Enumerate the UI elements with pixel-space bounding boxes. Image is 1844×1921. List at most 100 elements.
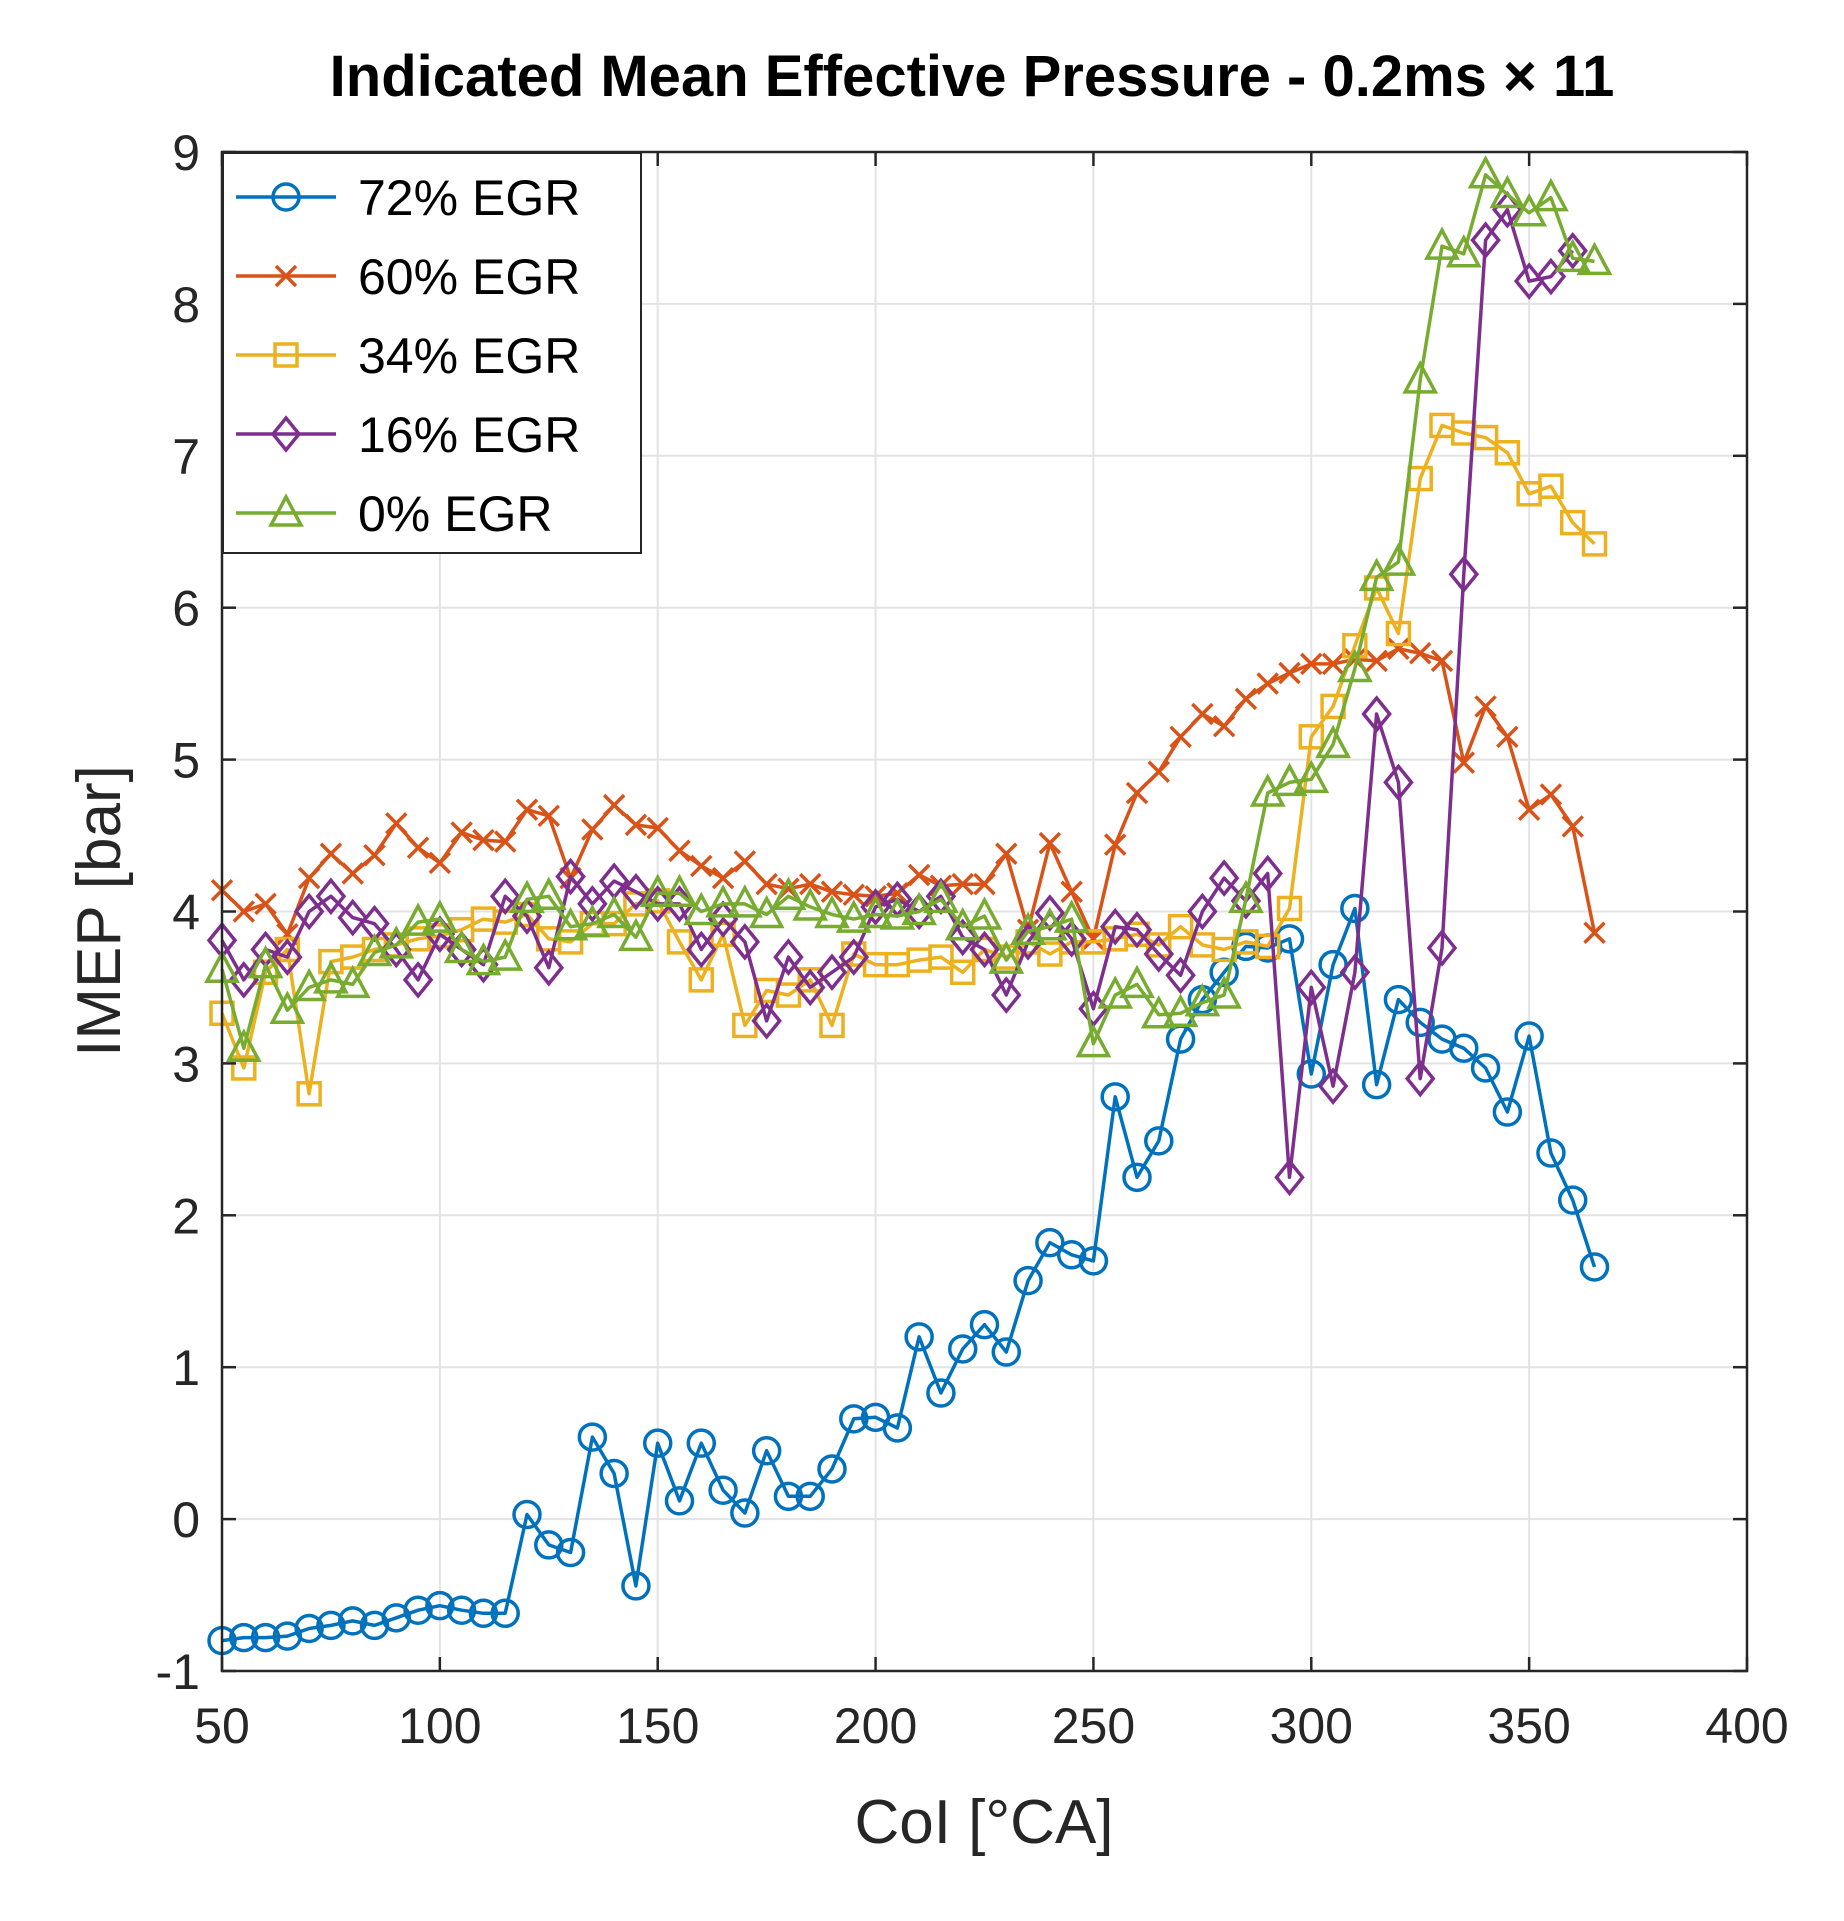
data-point [512, 1499, 542, 1530]
data-point [1383, 984, 1414, 1015]
data-point [341, 862, 364, 885]
data-point [1169, 725, 1192, 749]
data-point [1274, 1158, 1305, 1197]
data-point [1489, 174, 1526, 209]
data-point [1140, 995, 1177, 1029]
data-point [1576, 241, 1613, 276]
data-point [1228, 879, 1264, 914]
data-point [642, 1428, 673, 1458]
data-point [904, 1322, 934, 1352]
data-point [923, 879, 959, 914]
data-point [493, 830, 517, 853]
data-point [639, 873, 676, 908]
data-point [472, 828, 495, 852]
data-point [988, 940, 1025, 974]
data-point [533, 948, 565, 987]
data-point [1514, 1021, 1544, 1051]
data-point [1474, 695, 1497, 718]
data-point [250, 1622, 281, 1653]
data-point [406, 836, 430, 859]
data-point [490, 1598, 520, 1629]
x-tick-label: 200 [834, 1698, 917, 1754]
data-point [231, 1055, 257, 1081]
data-point [949, 959, 976, 986]
data-point [450, 821, 473, 844]
data-point [814, 894, 850, 929]
data-point [254, 892, 277, 916]
data-point [969, 930, 1000, 969]
data-point [1517, 798, 1541, 821]
data-point [995, 842, 1018, 866]
data-point [798, 872, 822, 896]
data-point [465, 941, 502, 976]
legend-box [222, 152, 642, 554]
data-point [403, 1595, 433, 1625]
data-point [1365, 649, 1388, 673]
data-point [577, 885, 608, 923]
data-point [947, 1334, 978, 1364]
data-point [1383, 763, 1414, 802]
data-point [1296, 1059, 1327, 1089]
data-point [907, 863, 931, 887]
data-point [751, 1002, 782, 1040]
data-point [1038, 831, 1062, 855]
grid-lines [222, 152, 1747, 1671]
legend-label: 16% EGR [358, 407, 580, 463]
data-point [1339, 953, 1371, 992]
data-point [1581, 531, 1608, 557]
data-point [1256, 672, 1279, 695]
data-point [334, 964, 371, 999]
data-point [686, 930, 717, 969]
data-point [555, 1537, 586, 1568]
legend-label: 60% EGR [358, 249, 580, 305]
data-point [1342, 632, 1368, 659]
data-point [755, 872, 778, 896]
data-point [487, 937, 524, 971]
data-point [973, 872, 996, 896]
data-point [1276, 895, 1303, 922]
data-point [1103, 833, 1127, 856]
data-point [1430, 649, 1454, 673]
x-tick-label: 300 [1270, 1698, 1353, 1754]
data-point [1125, 781, 1149, 805]
data-point [1187, 892, 1218, 931]
data-point [581, 818, 604, 841]
legend-marker [273, 342, 299, 368]
data-point [729, 923, 761, 961]
data-point [291, 967, 328, 1002]
y-tick-labels: -1 0 1 2 3 4 5 6 7 8 9 [156, 125, 200, 1700]
data-point [686, 1428, 717, 1458]
data-point [1099, 907, 1131, 946]
data-point [842, 883, 866, 907]
data-point [229, 1622, 259, 1653]
data-point [733, 850, 757, 873]
data-point [951, 872, 974, 896]
data-point [1278, 661, 1301, 685]
data-point [1206, 975, 1243, 1009]
y-tick-label: 3 [172, 1036, 200, 1092]
data-point [819, 1012, 845, 1039]
data-point [969, 1309, 1000, 1340]
data-point [775, 982, 802, 1008]
data-point [1380, 542, 1417, 576]
data-point [926, 1378, 956, 1408]
y-tick-label: 0 [172, 1492, 200, 1548]
data-point [1031, 906, 1068, 941]
data-point [1404, 1059, 1436, 1098]
data-point [1583, 921, 1606, 945]
data-point [363, 844, 386, 867]
data-point [1300, 652, 1323, 676]
data-point [770, 876, 807, 911]
data-point [297, 866, 321, 890]
data-point [661, 873, 698, 908]
data-point [817, 1454, 847, 1484]
data-point [792, 887, 829, 921]
data-point [1538, 473, 1564, 499]
data-point [820, 880, 844, 903]
data-point [966, 896, 1003, 930]
data-point [1254, 933, 1281, 960]
data-point [857, 894, 894, 929]
data-point [1554, 238, 1591, 273]
data-point [489, 877, 521, 916]
data-point [882, 1413, 913, 1443]
